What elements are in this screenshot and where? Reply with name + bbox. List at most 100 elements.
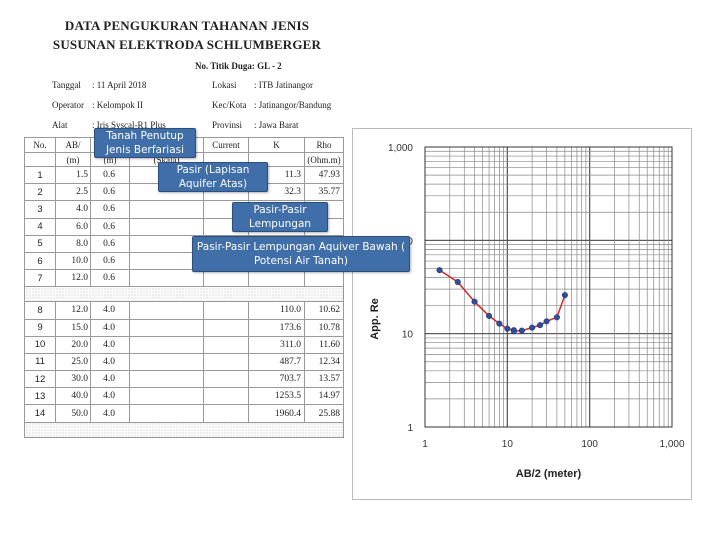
callout-lower-aquifer: Pasir-Pasir Lempungan Aquiver Bawah ( Po… (192, 236, 410, 272)
table-cell: 1 (24, 165, 56, 185)
table-cell: 35.77 (304, 183, 344, 202)
table-cell: 10.0 (55, 251, 91, 271)
table-cell (129, 318, 204, 337)
table-cell: 7 (24, 269, 56, 288)
data-point (454, 278, 461, 286)
x-tick-label: 1,000 (659, 439, 684, 450)
table-cell: 4.0 (90, 335, 130, 354)
table-cell: 0.6 (90, 165, 130, 185)
callout-clayey-sand: Pasir-Pasir Lempungan (232, 202, 328, 232)
table-cell: 0.6 (90, 269, 130, 288)
y-tick-label: 10 (402, 330, 414, 341)
title-line-2: SUSUNAN ELEKTRODA SCHLUMBERGER (52, 37, 322, 52)
header-k: K (248, 137, 305, 153)
data-point (561, 292, 568, 299)
table-cell: 30.0 (55, 370, 91, 389)
tanggal-label: Tanggal (52, 80, 81, 90)
table-cell: 0.6 (90, 200, 130, 219)
table-cell (129, 352, 204, 372)
table-cell: 1253.5 (248, 387, 305, 406)
table-row: 11 25.0 4.0 487.7 12.34 (24, 352, 344, 372)
table-cell: 1960.4 (248, 404, 305, 423)
table-cell: 40.0 (55, 387, 91, 406)
table-cell: 1.5 (55, 165, 91, 185)
table-cell (248, 269, 305, 288)
table-cell (203, 318, 249, 337)
table-cell: 3 (24, 200, 56, 219)
table-cell: 0.6 (90, 234, 130, 253)
table-cell (203, 387, 249, 406)
alat-label: Alat (52, 120, 68, 130)
table-cell (203, 404, 249, 423)
kota-value: : Jatinangor/Bandung (254, 100, 332, 110)
table-cell: 14.97 (304, 387, 344, 406)
table-cell: 4.0 (90, 370, 130, 389)
table-cell: 8.0 (55, 234, 91, 253)
table-cell: 13 (24, 387, 56, 406)
data-point (553, 314, 560, 321)
table-cell: 4.0 (90, 318, 130, 337)
y-axis-label: App. Re (369, 298, 381, 340)
data-point (436, 267, 443, 274)
table-cell: 110.0 (248, 301, 305, 320)
table-cell: 4.0 (55, 200, 91, 219)
table-cell: 25.0 (55, 352, 91, 372)
lokasi-label: Lokasi (212, 80, 237, 90)
table-cell: 4 (24, 217, 56, 236)
y-tick-label: 1 (407, 423, 413, 434)
x-axis-label: AB/2 (meter) (516, 468, 582, 480)
table-cell: 6 (24, 251, 56, 271)
table-cell: 11.60 (304, 335, 344, 354)
kota-label: Kec/Kota (212, 100, 247, 110)
table-cell (203, 301, 249, 320)
table-cell: 20.0 (55, 335, 91, 354)
table-cell (129, 370, 204, 389)
table-cell (129, 404, 204, 423)
table-cell: 0.6 (90, 217, 130, 236)
table-row: 12 30.0 4.0 703.7 13.57 (24, 370, 344, 389)
table-cell: 311.0 (248, 335, 305, 354)
table-cell: 12.34 (304, 352, 344, 372)
table-row: 7 12.0 0.6 (24, 269, 344, 288)
table-cell: 10.62 (304, 301, 344, 320)
data-point (510, 328, 517, 335)
table-cell (129, 269, 204, 288)
header-current: Current (203, 137, 249, 153)
table-footer-row (24, 421, 344, 438)
table-cell (203, 352, 249, 372)
table-cell: 13.57 (304, 370, 344, 389)
data-point (529, 324, 536, 331)
table-row: 10 20.0 4.0 311.0 11.60 (24, 335, 344, 354)
table-cell: 487.7 (248, 352, 305, 372)
data-point (518, 327, 525, 334)
table-cell: 0.6 (90, 251, 130, 271)
table-cell (203, 269, 249, 288)
table-cell (129, 335, 204, 354)
table-row: 14 50.0 4.0 1960.4 25.88 (24, 404, 344, 423)
title-line-1: DATA PENGUKURAN TAHANAN JENIS (64, 18, 310, 33)
table-cell (304, 269, 344, 288)
x-tick-label: 10 (502, 439, 514, 450)
table-cell: 703.7 (248, 370, 305, 389)
tanggal-value: : 11 April 2018 (92, 80, 147, 90)
subheader-no (24, 152, 56, 167)
callout-upper-aquifer: Pasir (Lapisan Aquifer Atas) (158, 162, 268, 192)
table-cell: 4.0 (90, 404, 130, 423)
callout-topsoil: Tanah Penutup Jenis Berfariasi (94, 128, 196, 158)
operator-value: : Kelompok II (92, 100, 143, 110)
table-cell: 50.0 (55, 404, 91, 423)
table-cell: 4.0 (90, 301, 130, 320)
plot-area-border (424, 146, 673, 428)
data-point (543, 318, 550, 325)
table-cell: 12.0 (55, 301, 91, 320)
x-tick-label: 1 (422, 439, 428, 450)
table-cell: 12 (24, 370, 56, 389)
table-cell: 25.88 (304, 404, 344, 423)
operator-label: Operator (52, 100, 84, 110)
table-header-row: No. AB/ Current K Rho (24, 137, 344, 153)
header-rho: Rho (304, 137, 344, 153)
provinsi-value: : Jawa Barat (254, 120, 299, 130)
lokasi-value: : ITB Jatinangor (254, 80, 313, 90)
table-row: 9 15.0 4.0 173.6 10.78 (24, 318, 344, 337)
